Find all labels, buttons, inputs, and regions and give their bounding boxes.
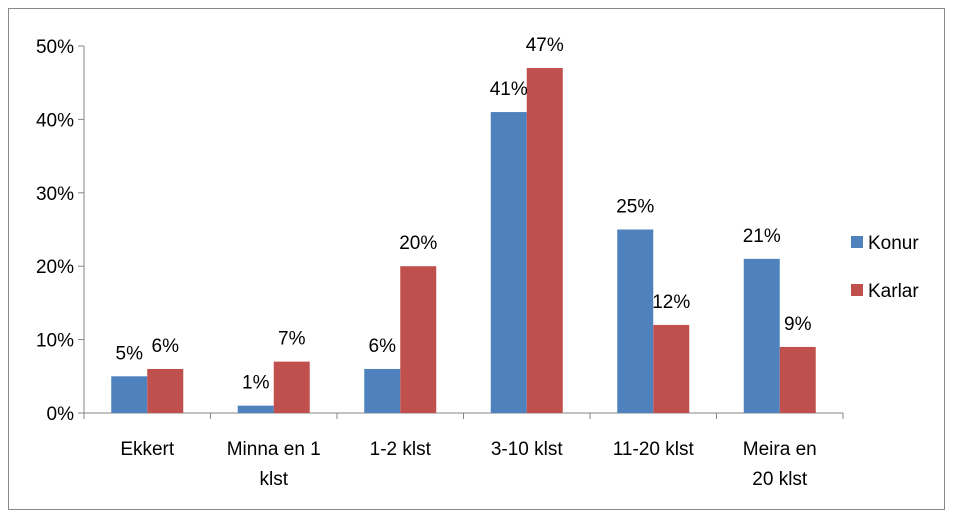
bar-konur xyxy=(237,405,274,413)
x-tick-label: 3-10 klst xyxy=(491,439,564,460)
data-label-konur: 6% xyxy=(369,336,397,357)
x-tick-label: 11-20 klst xyxy=(613,439,695,460)
legend-label-karlar: Karlar xyxy=(868,281,919,302)
y-tick-label: 0% xyxy=(47,404,75,425)
legend-swatch-karlar xyxy=(851,284,863,296)
data-label-karlar: 12% xyxy=(652,292,690,313)
bar-konur xyxy=(617,229,654,413)
data-label-konur: 5% xyxy=(116,343,144,364)
legend-label-konur: Konur xyxy=(868,233,919,254)
data-label-karlar: 6% xyxy=(152,336,180,357)
data-label-karlar: 20% xyxy=(399,233,437,254)
data-label-karlar: 9% xyxy=(784,314,812,335)
x-tick-label-line: 20 klst xyxy=(752,469,808,490)
chart-axes: 0% 10% 20% 30% 40% 50% Ekkert Minna en 1 klst 1-2… xyxy=(36,37,844,490)
bar-karlar xyxy=(147,368,184,413)
x-tick-label: Minna en 1 klst xyxy=(227,439,321,490)
data-label-konur: 25% xyxy=(616,197,654,218)
bar-konur xyxy=(111,376,148,413)
y-tick-label: 30% xyxy=(36,184,74,205)
x-tick-label: Ekkert xyxy=(120,439,175,460)
chart-bars xyxy=(111,68,816,414)
chart-data-labels: 5% 1% 6% 41% 25% 21% 6% 7% 20% 47% 12% 9% xyxy=(116,35,812,394)
y-tick-label: 40% xyxy=(36,110,74,131)
x-tick-label-line: Meira en xyxy=(743,439,817,460)
bar-konur xyxy=(490,112,527,413)
bar-karlar xyxy=(273,361,310,413)
bar-karlar xyxy=(400,266,437,413)
bar-karlar xyxy=(526,68,563,414)
data-label-konur: 41% xyxy=(490,79,528,100)
x-tick-label: Meira en 20 klst xyxy=(743,439,817,490)
x-tick-label-line: 11-20 klst xyxy=(613,439,695,460)
y-tick-label: 50% xyxy=(36,37,74,58)
x-tick-label: 1-2 klst xyxy=(370,439,432,460)
chart-frame xyxy=(8,8,945,510)
bar-karlar xyxy=(653,324,690,413)
chart-legend: Konur Karlar xyxy=(851,233,919,302)
bar-konur xyxy=(364,368,401,413)
y-tick-label: 10% xyxy=(36,331,74,352)
y-tick-label: 20% xyxy=(36,257,74,278)
x-tick-label-line: 1-2 klst xyxy=(370,439,432,460)
bar-karlar xyxy=(779,346,816,413)
data-label-konur: 21% xyxy=(743,226,781,247)
data-label-konur: 1% xyxy=(242,373,270,394)
x-tick-label-line: 3-10 klst xyxy=(491,439,564,460)
data-label-karlar: 7% xyxy=(278,329,306,350)
bar-konur xyxy=(743,258,780,413)
x-tick-label-line: Minna en 1 xyxy=(227,439,321,460)
x-tick-label-line: klst xyxy=(260,469,289,490)
x-tick-label-line: Ekkert xyxy=(120,439,175,460)
data-label-karlar: 47% xyxy=(526,35,564,56)
legend-swatch-konur xyxy=(851,236,863,248)
